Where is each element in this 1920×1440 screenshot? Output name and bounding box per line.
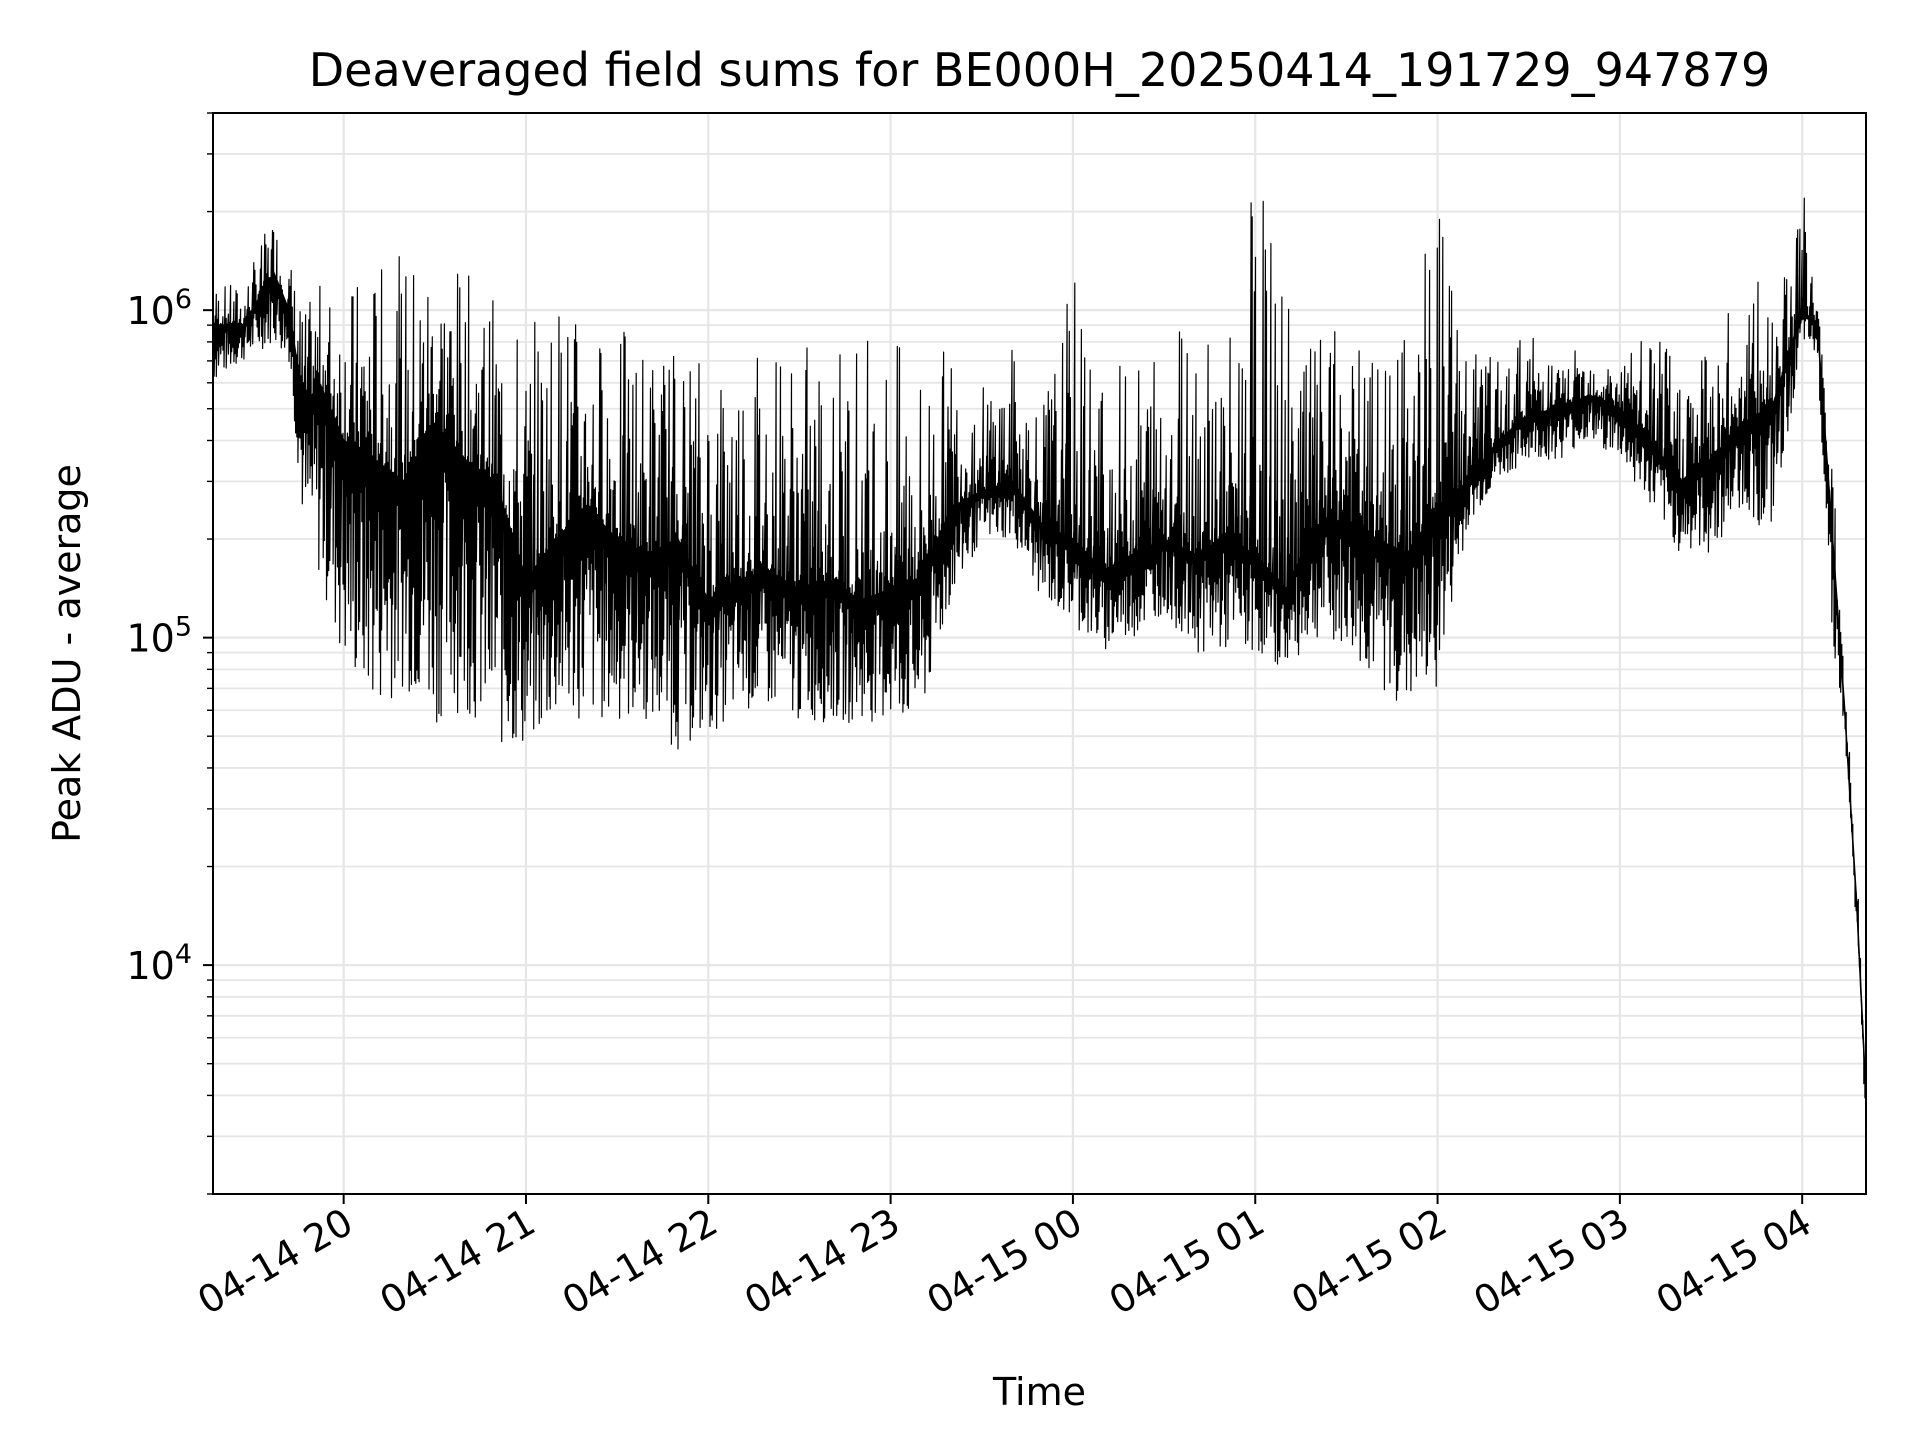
chart-title: Deaveraged field sums for BE000H_2025041… [309, 43, 1770, 97]
data-point [525, 579, 527, 581]
data-point [1132, 553, 1135, 555]
data-point [616, 538, 618, 540]
y-tick-label: 104 [126, 939, 192, 988]
data-point [920, 579, 922, 581]
data-point [288, 309, 290, 312]
y-tick-label-exponent: 6 [175, 284, 192, 315]
data-point [737, 579, 740, 581]
data-point [242, 324, 245, 326]
data-point [1856, 906, 1858, 909]
data-point [1649, 439, 1652, 442]
data-point [1072, 538, 1074, 540]
data-point [1406, 553, 1408, 555]
data-point [1588, 394, 1591, 397]
data-point [1345, 518, 1348, 520]
data-point [859, 599, 861, 602]
data-point [1843, 709, 1846, 712]
data-point [1831, 538, 1834, 540]
data-point [950, 506, 953, 509]
data-point [1224, 538, 1226, 540]
y-tick-label-base: 10 [126, 944, 174, 988]
data-point [768, 570, 770, 572]
data-point [1436, 506, 1439, 509]
data-point [1497, 439, 1500, 442]
data-point [373, 458, 375, 461]
y-tick-label-exponent: 4 [175, 939, 192, 970]
data-point [1102, 570, 1105, 572]
data-point [1801, 309, 1803, 312]
plot-frame [212, 112, 1867, 1195]
data-point [646, 553, 649, 555]
data-point [1315, 524, 1317, 527]
data-point [585, 506, 588, 509]
data-point [1041, 524, 1044, 527]
data-point [1816, 324, 1819, 326]
y-tick-label: 106 [126, 284, 192, 333]
data-point [889, 589, 892, 591]
data-point [1619, 407, 1621, 410]
data-point [273, 272, 275, 274]
y-axis-label: Peak ADU - average [45, 464, 89, 843]
data-point [1527, 413, 1530, 416]
data-point [1679, 480, 1682, 483]
data-point [555, 538, 558, 540]
data-point [829, 579, 831, 581]
data-point [1740, 422, 1743, 425]
data-point [1710, 458, 1712, 461]
y-tick-label-base: 10 [126, 289, 174, 333]
data-point [464, 458, 467, 461]
data-point [1467, 480, 1469, 483]
data-point [1771, 407, 1773, 410]
data-point [1011, 480, 1013, 483]
data-point [1163, 538, 1165, 540]
data-point [1376, 538, 1378, 540]
data-point [1284, 589, 1287, 591]
y-tick-label-base: 10 [126, 617, 174, 661]
data-point [1193, 553, 1196, 555]
data-point [1254, 553, 1256, 555]
data-point [303, 407, 306, 410]
x-axis-label: Time [992, 1370, 1086, 1414]
data-point [318, 382, 321, 384]
data-point [707, 599, 710, 602]
data-point [403, 480, 406, 483]
data-point [1558, 407, 1560, 410]
data-point [494, 480, 497, 483]
data-series-line [213, 270, 1867, 1096]
data-point [981, 490, 983, 493]
data-point [342, 439, 345, 442]
data-point [434, 422, 436, 425]
data-point [677, 538, 679, 540]
y-tick-label-exponent: 5 [175, 612, 192, 643]
y-tick-label: 105 [126, 612, 192, 661]
data-point [798, 589, 801, 591]
